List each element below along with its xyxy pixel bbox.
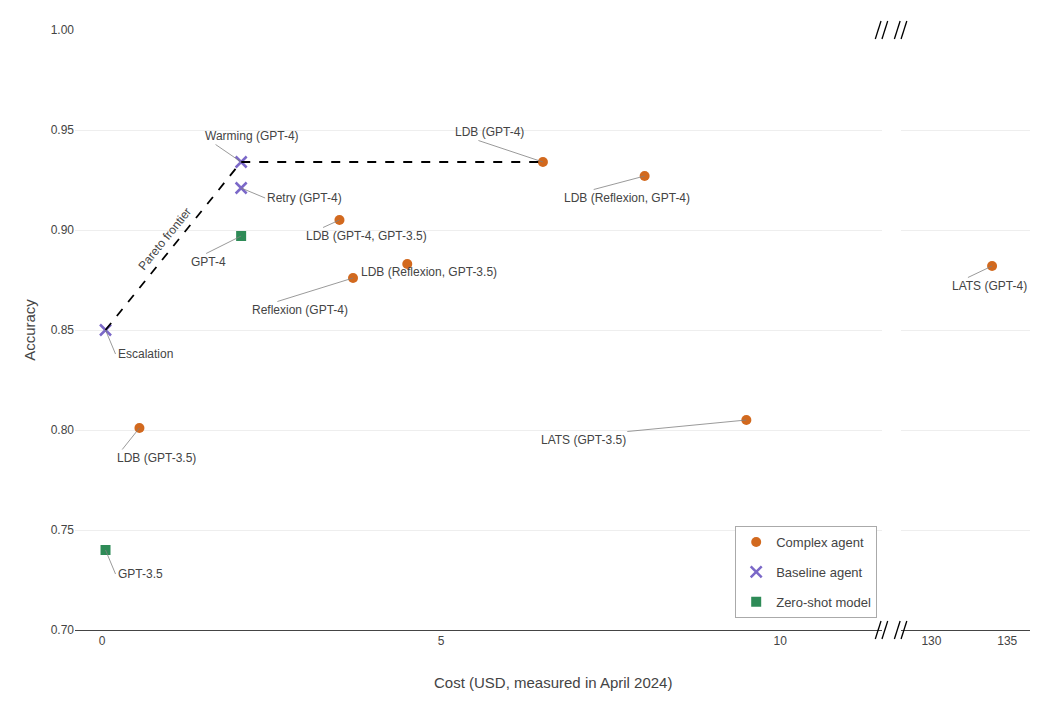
svg-text:1.00: 1.00 bbox=[51, 23, 75, 37]
svg-text:Accuracy: Accuracy bbox=[21, 299, 38, 361]
svg-text:GPT-4: GPT-4 bbox=[191, 255, 226, 269]
svg-text:LDB (GPT-3.5): LDB (GPT-3.5) bbox=[117, 451, 196, 465]
svg-text:0: 0 bbox=[99, 634, 106, 648]
svg-text:LDB (GPT-4): LDB (GPT-4) bbox=[455, 125, 524, 139]
svg-text:0.85: 0.85 bbox=[51, 323, 75, 337]
svg-text:10: 10 bbox=[774, 634, 788, 648]
svg-text:Reflexion (GPT-4): Reflexion (GPT-4) bbox=[252, 303, 348, 317]
svg-text:Pareto frontier: Pareto frontier bbox=[136, 205, 195, 273]
svg-text:Complex agent: Complex agent bbox=[776, 535, 864, 550]
svg-text:0.95: 0.95 bbox=[51, 123, 75, 137]
svg-text:Zero-shot model: Zero-shot model bbox=[776, 595, 871, 610]
svg-text:Escalation: Escalation bbox=[118, 347, 173, 361]
svg-text:LATS (GPT-4): LATS (GPT-4) bbox=[952, 279, 1027, 293]
svg-text:135: 135 bbox=[997, 634, 1017, 648]
svg-text:130: 130 bbox=[921, 634, 941, 648]
svg-text:Baseline agent: Baseline agent bbox=[776, 565, 862, 580]
svg-text:GPT-3.5: GPT-3.5 bbox=[118, 567, 163, 581]
svg-text:LDB (Reflexion, GPT-4): LDB (Reflexion, GPT-4) bbox=[564, 191, 690, 205]
svg-text:LATS (GPT-3.5): LATS (GPT-3.5) bbox=[541, 433, 626, 447]
svg-text:Cost (USD, measured in April 2: Cost (USD, measured in April 2024) bbox=[434, 674, 672, 691]
svg-text:0.90: 0.90 bbox=[51, 223, 75, 237]
svg-text:LDB (GPT-4, GPT-3.5): LDB (GPT-4, GPT-3.5) bbox=[306, 229, 427, 243]
svg-text:5: 5 bbox=[438, 634, 445, 648]
svg-text:0.80: 0.80 bbox=[51, 423, 75, 437]
svg-text:Warming (GPT-4): Warming (GPT-4) bbox=[205, 129, 299, 143]
svg-text:Retry (GPT-4): Retry (GPT-4) bbox=[267, 191, 342, 205]
svg-text:0.70: 0.70 bbox=[51, 623, 75, 637]
svg-text:LDB (Reflexion, GPT-3.5): LDB (Reflexion, GPT-3.5) bbox=[361, 265, 497, 279]
svg-text:0.75: 0.75 bbox=[51, 523, 75, 537]
